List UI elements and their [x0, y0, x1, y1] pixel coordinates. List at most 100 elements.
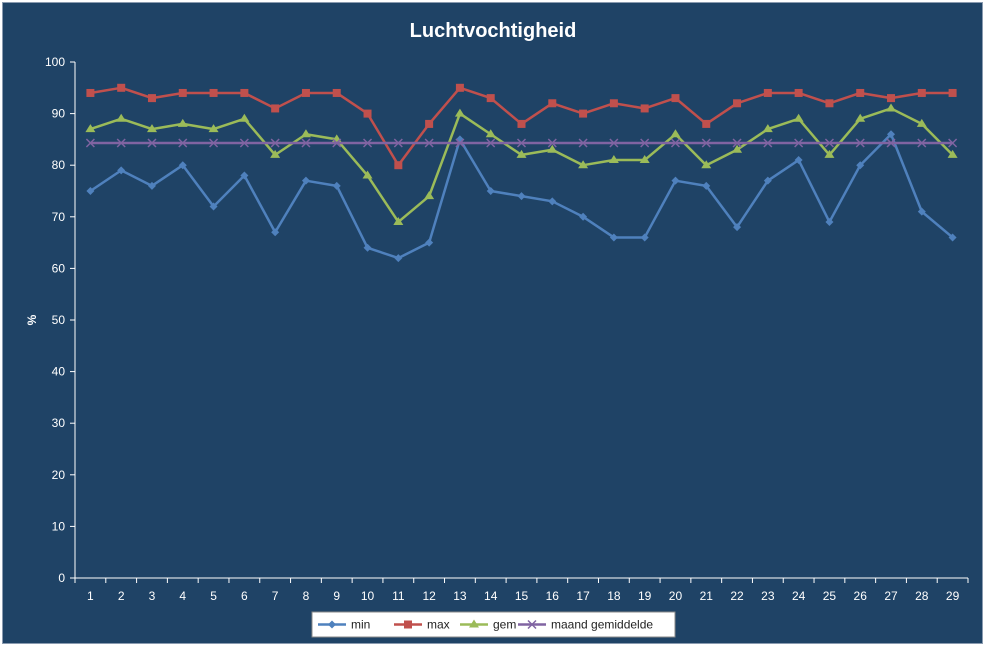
x-tick-label: 3	[149, 589, 156, 603]
data-point	[547, 144, 558, 153]
data-point	[116, 113, 127, 122]
data-point	[240, 88, 249, 97]
data-point	[178, 88, 187, 97]
data-point	[394, 161, 403, 170]
data-point	[947, 149, 958, 158]
data-point	[147, 181, 156, 190]
x-tick-label: 19	[638, 589, 652, 603]
x-tick-label: 16	[546, 589, 560, 603]
y-tick-label: 90	[52, 107, 66, 121]
chart-title: Luchtvochtigheid	[410, 20, 577, 42]
y-tick-label: 100	[45, 55, 65, 69]
data-point	[117, 166, 126, 175]
x-tick-label: 4	[179, 589, 186, 603]
data-point	[86, 88, 95, 97]
data-point	[640, 233, 649, 242]
data-point	[239, 138, 249, 148]
data-point	[547, 138, 557, 148]
legend-label: gem	[493, 618, 516, 632]
data-point	[424, 138, 434, 148]
data-point	[702, 119, 711, 128]
data-point	[393, 138, 403, 148]
data-point	[425, 238, 434, 247]
data-point	[271, 104, 280, 113]
data-point	[579, 109, 588, 118]
data-point	[733, 223, 742, 232]
data-point	[516, 149, 527, 158]
y-tick-label: 40	[52, 365, 66, 379]
x-tick-label: 7	[272, 589, 279, 603]
data-point	[886, 138, 896, 148]
data-point	[671, 176, 680, 185]
x-tick-label: 14	[484, 589, 498, 603]
data-point	[424, 191, 435, 200]
data-point	[640, 104, 649, 113]
legend-swatch-marker	[527, 619, 537, 630]
series-gem	[85, 103, 958, 225]
data-point	[486, 187, 495, 195]
data-point	[916, 118, 927, 127]
data-point	[517, 192, 526, 201]
data-point	[763, 176, 772, 185]
x-tick-label: 11	[392, 589, 405, 603]
data-point	[855, 113, 866, 122]
data-point	[271, 228, 280, 237]
data-point	[548, 197, 557, 206]
x-tick-label: 9	[333, 589, 340, 603]
data-point	[609, 138, 619, 148]
data-point	[639, 155, 650, 164]
data-point	[917, 207, 926, 216]
legend-item: max	[394, 618, 450, 632]
series-maand-gemiddelde	[85, 138, 958, 148]
series-min	[86, 130, 957, 263]
data-point	[886, 103, 897, 112]
data-point	[178, 138, 188, 148]
y-tick-label: 50	[52, 313, 66, 327]
data-point	[732, 144, 743, 153]
data-point	[917, 138, 927, 148]
data-point	[177, 118, 188, 127]
x-tick-label: 28	[915, 589, 929, 603]
data-point	[763, 138, 773, 148]
legend-label: max	[427, 618, 450, 632]
data-point	[640, 138, 650, 148]
data-point	[332, 88, 341, 97]
x-tick-label: 20	[669, 589, 683, 603]
data-point	[887, 94, 896, 103]
x-tick-label: 10	[361, 589, 375, 603]
data-point	[516, 138, 527, 148]
data-point	[948, 88, 957, 97]
data-point	[670, 129, 681, 138]
y-tick-label: 30	[52, 416, 66, 430]
x-tick-label: 12	[422, 589, 436, 603]
data-point	[578, 138, 588, 148]
x-tick-label: 13	[453, 589, 467, 603]
x-tick-label: 29	[946, 589, 960, 603]
data-point	[455, 138, 465, 148]
data-point	[763, 88, 772, 97]
data-point	[578, 160, 589, 169]
x-tick-label: 5	[210, 589, 217, 603]
data-point	[732, 138, 742, 148]
data-point	[146, 124, 157, 133]
data-point	[579, 212, 588, 221]
data-point	[332, 138, 342, 148]
data-point	[270, 149, 281, 158]
y-tick-label: 80	[52, 158, 66, 172]
data-point	[147, 94, 156, 103]
data-point	[486, 138, 496, 148]
data-point	[363, 243, 372, 252]
data-point	[824, 138, 834, 148]
legend-label: min	[351, 618, 370, 632]
data-point	[517, 119, 526, 128]
legend-label: maand gemiddelde	[551, 618, 653, 632]
data-point	[486, 94, 495, 103]
data-point	[85, 124, 96, 133]
data-point	[116, 138, 126, 148]
legend-swatch-marker	[328, 620, 336, 629]
x-tick-label: 25	[823, 589, 837, 603]
data-point	[393, 216, 404, 225]
data-point	[239, 113, 250, 122]
data-point	[856, 88, 865, 97]
y-tick-label: 60	[52, 261, 66, 275]
